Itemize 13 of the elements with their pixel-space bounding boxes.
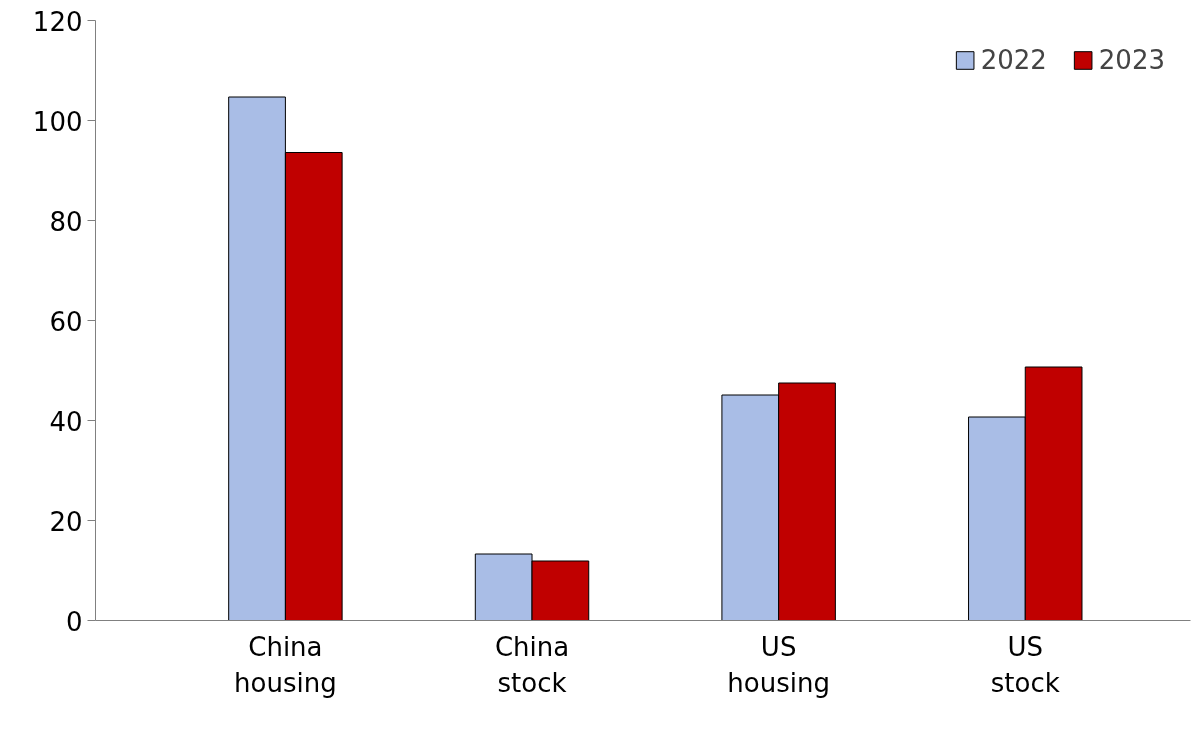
x-tick-label: US housing [727,631,830,698]
y-tick-label: 0 [65,606,83,637]
y-tick-label: 100 [32,106,83,137]
y-tick-label: 120 [32,6,83,37]
y-tick-label: 20 [49,506,83,537]
x-tick-label: US stock [990,631,1060,698]
x-tick-label: China stock [494,631,570,698]
y-tick-label: 40 [49,406,83,437]
y-tick-label: 80 [49,206,83,237]
x-tick-label: China housing [234,631,337,698]
y-tick-label: 60 [49,306,83,337]
legend-label: 2022 [980,45,1047,75]
legend-label: 2023 [1098,45,1165,75]
